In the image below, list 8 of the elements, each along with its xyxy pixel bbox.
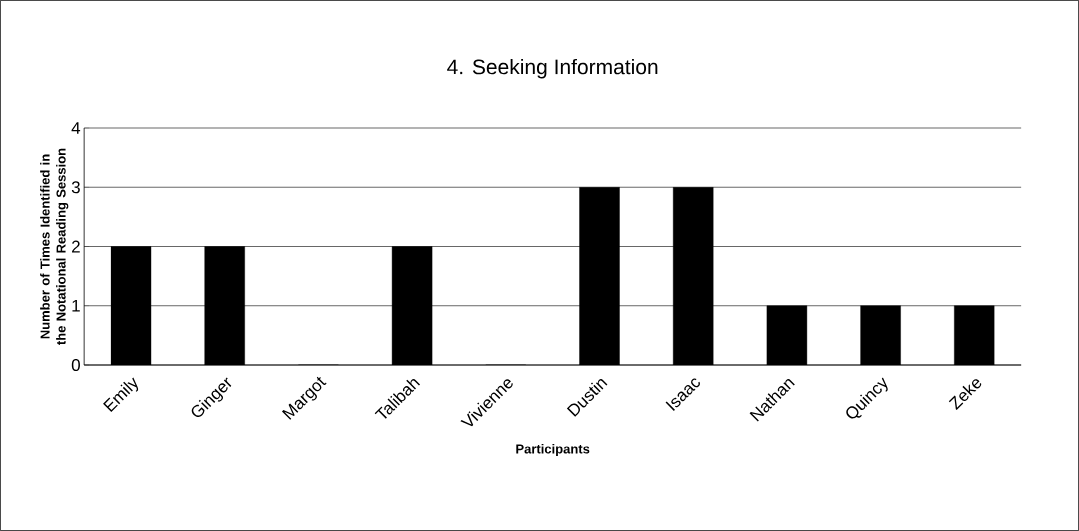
y-tick-label: 0 [71, 358, 80, 372]
y-tick-label: 3 [71, 181, 80, 194]
y-tick-label: 4 [71, 122, 81, 134]
y-axis-title: Number of Times Identified in the Notational Reading Session [40, 148, 69, 345]
x-axis-title: Participants [516, 443, 590, 457]
chart-title: 4. Seeking Information [447, 58, 658, 79]
y-tick-label: 1 [72, 299, 80, 312]
y-tick-label: 2 [72, 240, 80, 253]
